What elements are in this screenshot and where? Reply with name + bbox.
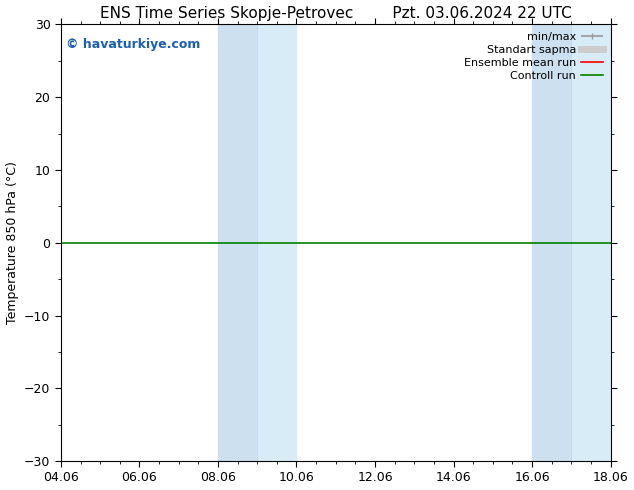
Bar (571, 24, 611, 461)
Legend: min/max, Standart sapma, Ensemble mean run, Controll run: min/max, Standart sapma, Ensemble mean r… (462, 30, 605, 83)
Text: © havaturkiye.com: © havaturkiye.com (67, 38, 201, 50)
Y-axis label: Temperature 850 hPa (°C): Temperature 850 hPa (°C) (6, 161, 18, 324)
Bar (257, 24, 297, 461)
Title: ENS Time Series Skopje-Petrovec        Pzt. 03.06.2024 22 UTC: ENS Time Series Skopje-Petrovec Pzt. 03.… (100, 5, 572, 21)
Bar (532, 24, 571, 461)
Bar (218, 24, 257, 461)
